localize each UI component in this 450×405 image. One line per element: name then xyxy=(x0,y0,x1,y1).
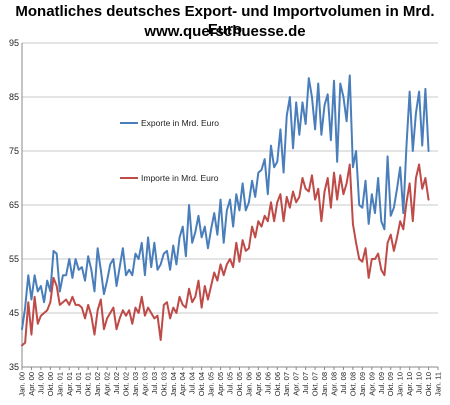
x-tick-label: Jan. 03 xyxy=(131,372,140,397)
x-tick-label: Okt. 09 xyxy=(386,372,395,396)
chart-subtitle: www.querschuesse.de xyxy=(144,23,306,40)
x-tick-label: Jul. 00 xyxy=(36,372,45,394)
x-tick-label: Okt. 08 xyxy=(348,372,357,396)
x-tick-label: Okt. 02 xyxy=(122,372,131,396)
x-tick-label: Jan. 01 xyxy=(55,372,64,397)
x-tick-label: Jul. 04 xyxy=(188,372,197,394)
x-tick-label: Apr. 04 xyxy=(178,372,187,396)
x-tick-label: Jul. 08 xyxy=(339,372,348,394)
x-tick-label: Jul. 10 xyxy=(415,372,424,394)
y-tick-label: 45 xyxy=(9,308,19,318)
x-tick-label: Okt. 07 xyxy=(311,372,320,396)
legend-label: Importe in Mrd. Euro xyxy=(141,173,219,183)
x-tick-label: Okt. 06 xyxy=(273,372,282,396)
x-tick-label: Jul. 06 xyxy=(263,372,272,394)
x-tick-label: Jan. 07 xyxy=(282,372,291,397)
y-tick-label: 95 xyxy=(9,38,19,48)
x-tick-label: Apr. 06 xyxy=(254,372,263,396)
x-tick-label: Apr. 02 xyxy=(103,372,112,396)
x-tick-label: Apr. 03 xyxy=(140,372,149,396)
x-tick-label: Jan. 06 xyxy=(244,372,253,397)
x-tick-label: Jan. 10 xyxy=(396,372,405,397)
x-tick-label: Okt. 05 xyxy=(235,372,244,396)
x-tick-label: Apr. 01 xyxy=(65,372,74,396)
x-tick-label: Jan. 05 xyxy=(207,372,216,397)
x-tick-label: Apr. 07 xyxy=(292,372,301,396)
x-tick-label: Apr. 00 xyxy=(27,372,36,396)
x-tick-label: Jan. 11 xyxy=(434,372,443,396)
series-line-importe xyxy=(21,163,430,347)
x-tick-label: Jul. 01 xyxy=(74,372,83,394)
y-tick-label: 55 xyxy=(9,254,19,264)
x-tick-label: Jan. 04 xyxy=(169,372,178,397)
y-tick-label: 65 xyxy=(9,200,19,210)
series-line-exporte xyxy=(21,74,430,331)
chart-title: Monatliches deutsches Export- und Import… xyxy=(15,3,435,38)
x-tick-label: Jul. 09 xyxy=(377,372,386,394)
x-tick-label: Apr. 10 xyxy=(405,372,414,396)
x-tick-label: Jan. 09 xyxy=(358,372,367,397)
x-tick-label: Jul. 03 xyxy=(150,372,159,394)
legend-label: Exporte in Mrd. Euro xyxy=(141,118,219,128)
x-tick-label: Jan. 02 xyxy=(93,372,102,397)
x-tick-label: Jul. 07 xyxy=(301,372,310,394)
x-tick-label: Apr. 09 xyxy=(367,372,376,396)
y-tick-label: 75 xyxy=(9,146,19,156)
x-tick-label: Jan. 08 xyxy=(320,372,329,397)
x-tick-label: Okt. 01 xyxy=(84,372,93,396)
y-tick-label: 85 xyxy=(9,92,19,102)
y-tick-label: 35 xyxy=(9,362,19,372)
x-tick-label: Apr. 05 xyxy=(216,372,225,396)
x-tick-label: Okt. 03 xyxy=(159,372,168,396)
x-tick-label: Jan. 00 xyxy=(18,372,27,397)
x-tick-label: Okt. 10 xyxy=(424,372,433,396)
x-tick-label: Okt. 00 xyxy=(46,372,55,396)
x-tick-label: Okt. 04 xyxy=(197,372,206,396)
x-tick-label: Jul. 02 xyxy=(112,372,121,394)
x-tick-label: Jul. 05 xyxy=(226,372,235,394)
x-tick-label: Apr. 08 xyxy=(330,372,339,396)
